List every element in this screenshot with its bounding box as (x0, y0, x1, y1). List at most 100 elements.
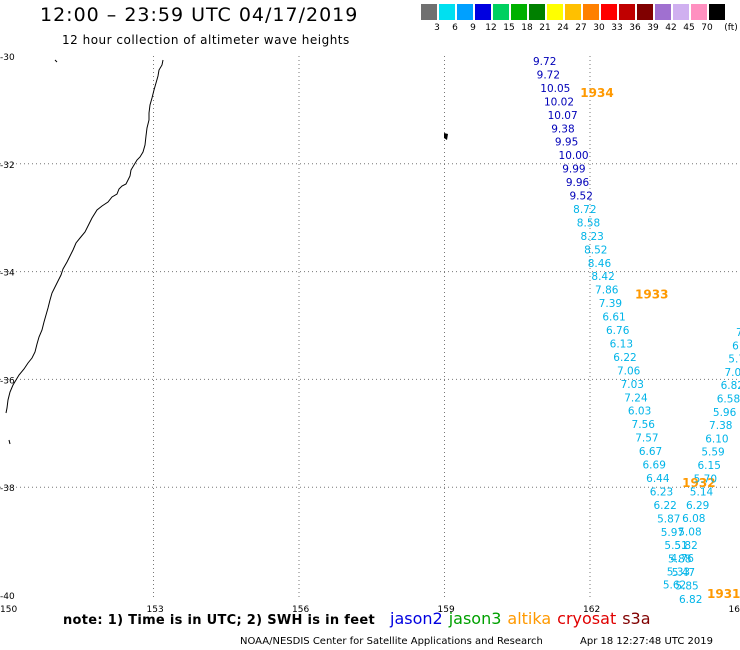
scale-swatch (601, 4, 618, 20)
lon-tick-label: 159 (438, 605, 455, 615)
wave-height-value: 7.06 (617, 365, 641, 377)
wave-height-value: 7.24 (624, 392, 648, 404)
wave-height-value: 6.67 (639, 446, 662, 458)
wave-height-value: 9.52 (570, 191, 593, 203)
wave-height-value: 5.96 (713, 407, 737, 419)
scale-label: 6 (452, 23, 458, 33)
lat-tick-label: -38 (0, 484, 15, 494)
scale-label: 12 (485, 23, 497, 33)
pass-time-label: 1933 (635, 288, 668, 302)
wave-height-value: 10.00 (559, 150, 589, 162)
map-title: 12:00 – 23:59 UTC 04/17/2019 (40, 4, 359, 26)
wave-height-value: 10.02 (544, 96, 574, 108)
mission-legend-item: s3a (622, 609, 651, 628)
wave-height-value: 6.82 (679, 594, 702, 606)
scale-swatch (583, 4, 600, 20)
scale-swatch (421, 4, 438, 20)
wave-height-value: 5.14 (690, 487, 714, 499)
scale-label: 45 (683, 23, 695, 33)
wave-height-value: 5.47 (672, 567, 695, 579)
mission-legend-item: altika (507, 609, 552, 628)
wave-height-value: 6.44 (646, 473, 670, 485)
scale-label: 3 (434, 23, 440, 33)
wave-height-value: 5.85 (675, 581, 698, 593)
wave-height-value: 8.52 (584, 244, 607, 256)
wave-height-value: 5.88 (668, 554, 691, 566)
wave-height-value: 5.51 (664, 540, 687, 552)
wave-height-value: 5.62 (663, 580, 686, 592)
wave-height-value: 7 (736, 327, 740, 339)
wave-height-value: 10.05 (540, 83, 570, 95)
wave-height-value: 8.58 (577, 217, 600, 229)
pass-time-label: 1931 (707, 587, 740, 601)
wave-height-value: 9.38 (551, 123, 574, 135)
wave-height-value: 6.13 (610, 338, 633, 350)
mission-legend-item: jason2 (390, 609, 443, 628)
wave-height-value: 6.69 (643, 460, 666, 472)
wave-height-value: 7.0 (724, 367, 740, 379)
scale-label: 24 (557, 23, 569, 33)
lon-tick-label: 150 (0, 605, 17, 615)
wave-height-value: 6.08 (682, 513, 705, 525)
wave-height-value: 9.72 (537, 69, 560, 81)
lon-tick-label: 153 (147, 605, 164, 615)
footer-note: note: 1) Time is in UTC; 2) SWH is in fe… (63, 613, 375, 628)
scale-swatch (493, 4, 510, 20)
lon-tick-label: 162 (583, 605, 600, 615)
map-subtitle: 12 hour collection of altimeter wave hei… (62, 33, 350, 47)
lat-tick-label: -34 (0, 269, 15, 279)
lon-tick-label: 165 (729, 605, 740, 615)
wave-height-value: 6.76 (606, 325, 630, 337)
scale-label: 15 (503, 23, 515, 33)
wave-height-value: 8.72 (573, 204, 596, 216)
lat-tick-label: -40 (0, 592, 15, 602)
wave-height-value: 5.33 (667, 566, 690, 578)
wave-height-value: 6.82 (721, 380, 740, 392)
pass-time-label: 1934 (580, 86, 613, 100)
scale-swatch (475, 4, 492, 20)
wave-height-value: 6.61 (602, 312, 625, 324)
wave-height-value: 9.96 (566, 177, 590, 189)
scale-swatch (511, 4, 528, 20)
wave-height-value: 6.58 (717, 394, 740, 406)
lon-tick-label: 156 (292, 605, 309, 615)
wave-height-value: 4.76 (671, 553, 695, 565)
scale-label: 30 (593, 23, 605, 33)
wave-height-value: 6.03 (628, 406, 651, 418)
wave-height-value: 7.56 (632, 419, 656, 431)
scale-label: 36 (629, 23, 641, 33)
pass-time-label: 1932 (682, 476, 715, 490)
wave-height-value: 5.70 (694, 473, 717, 485)
scale-swatch (565, 4, 582, 20)
wave-height-value: 5.08 (678, 527, 701, 539)
wave-height-value: 5.59 (701, 447, 724, 459)
coast-fragment (54, 59, 58, 63)
scale-swatch (439, 4, 456, 20)
mission-legend-item: jason3 (448, 609, 502, 628)
wave-height-value: 6.10 (705, 433, 728, 445)
wave-height-value: 8.23 (580, 231, 603, 243)
scale-label: 9 (470, 23, 476, 33)
wave-height-value: 5.87 (657, 513, 680, 525)
wave-height-value: 5.82 (674, 540, 697, 552)
wave-height-value: 6.23 (650, 486, 673, 498)
lat-tick-label: -36 (0, 376, 15, 386)
coast-fragment (8, 439, 11, 445)
wave-height-value: 8.42 (591, 271, 614, 283)
mission-legend-item: cryosat (557, 609, 617, 628)
scale-swatch (637, 4, 654, 20)
lat-lon-grid: 150 153 156 159 162 165 -30 -32 -34 -36 -38 -40 (0, 53, 740, 615)
lat-tick-label: -30 (0, 53, 15, 63)
scale-swatch (673, 4, 690, 20)
wave-height-value: 6.15 (698, 460, 721, 472)
wave-height-value: 7.03 (621, 379, 644, 391)
scale-swatch (691, 4, 708, 20)
wave-height-value: 7.57 (635, 433, 658, 445)
scale-label: 21 (539, 23, 551, 33)
generated-timestamp: Apr 18 12:27:48 UTC 2019 (580, 636, 713, 647)
scale-label: 33 (611, 23, 623, 33)
wave-height-value: 8.46 (588, 258, 612, 270)
scale-swatch (709, 4, 726, 20)
